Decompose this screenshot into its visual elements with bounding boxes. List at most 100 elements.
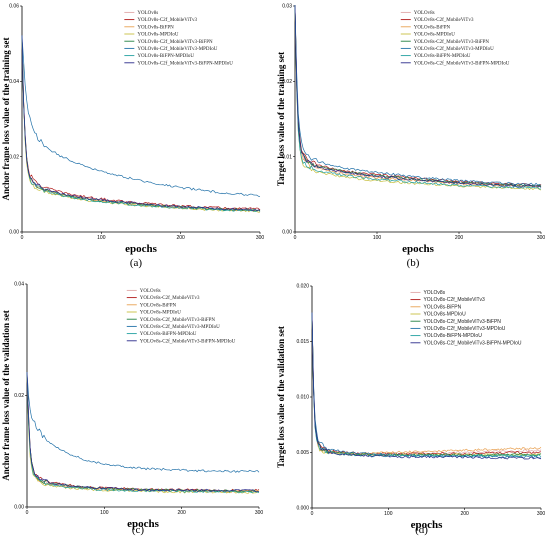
legend-entry: YOLOv8s-C2f_MobileViTv3-BiFPN — [137, 40, 213, 45]
series-lines — [26, 372, 260, 494]
legend-entry: YOLOv8s-C2f_MobileViTv3-BiFPN-MPDIoU — [423, 340, 521, 346]
x-tick-label: 100 — [97, 235, 106, 241]
legend-entry: YOLOv8s — [414, 11, 435, 16]
y-axis-label: Target loss value of the training set — [276, 52, 286, 186]
series-line-6 — [26, 372, 260, 473]
chart-panel-d: 0.000 0.005 0.010 0.015 0.020 0 100 200 300 epoch… — [275, 274, 550, 548]
series-lines — [21, 35, 261, 213]
legend-entry: YOLOv8s-MPDIoU — [414, 33, 456, 38]
legend-entry: YOLOv8s-C2f_MobileViTv3 — [423, 297, 485, 303]
chart-svg: 0.00 0.01 0.02 0.03 0 100 200 300 epochs Target l… — [276, 4, 545, 269]
legend-entry: YOLOv8s-C2f_MobileViTv3-MPDIoU — [140, 325, 220, 330]
y-tick-label: 0.04 — [14, 282, 24, 288]
y-axis-label: Target loss value of the validation set — [276, 326, 286, 468]
axes: 0.00 0.02 0.04 0.06 0 100 200 300 — [9, 4, 264, 241]
x-axis-label: epochs — [402, 243, 435, 255]
chart-svg: 0.00 0.02 0.04 0.06 0 100 200 300 epochs Anchor f… — [1, 4, 264, 269]
y-tick-label: 0.06 — [9, 4, 19, 10]
legend-entry: YOLOv8s — [137, 11, 158, 16]
y-tick-label: 0.01 — [282, 154, 292, 160]
x-tick-label: 200 — [177, 510, 186, 516]
series-line-8 — [294, 5, 542, 188]
x-tick-label: 0 — [21, 235, 24, 241]
y-tick-label: 0.02 — [282, 79, 292, 85]
x-tick-label: 0 — [311, 511, 314, 517]
legend-entry: YOLOv8s-BiFPN-MPDIoU — [140, 332, 197, 337]
series-line-3 — [26, 372, 260, 493]
y-tick-label: 0.000 — [296, 506, 309, 512]
y-tick-label: 0.04 — [9, 79, 19, 85]
legend-entry: YOLOv8s-MPDIoU — [423, 312, 466, 318]
legend-entry: YOLOv8s-BiFPN-MPDIoU — [414, 54, 471, 59]
legend-entry: YOLOv8s-MPDIoU — [137, 33, 179, 38]
x-axis-label: epochs — [125, 243, 158, 255]
legend-entry: YOLOv8s-BiFPN — [414, 25, 451, 30]
panel-label: (b) — [407, 257, 420, 269]
series-line-1 — [26, 372, 260, 493]
x-tick-label: 100 — [373, 235, 382, 241]
y-tick-label: 0.02 — [14, 393, 24, 399]
legend-entry: YOLOv8s-C2f_MobileViTv3-BiFPN — [423, 319, 501, 325]
legend-entry: YOLOv8s-C2f_MobileViTv3 — [140, 296, 200, 301]
series-line-4 — [21, 35, 261, 213]
chart-panel-a: 0.00 0.02 0.04 0.06 0 100 200 300 epochs Anchor f… — [0, 0, 275, 274]
x-tick-label: 300 — [537, 511, 546, 517]
x-tick-label: 0 — [294, 235, 297, 241]
legend-entry: YOLOv8s-BiFPN-MPDIoU — [137, 54, 194, 59]
series-line-2 — [26, 372, 260, 492]
axes: 0.00 0.01 0.02 0.03 0 100 200 300 — [282, 4, 545, 241]
axes: 0.00 0.02 0.04 0 100 200 300 — [14, 282, 263, 516]
y-tick-label: 0.03 — [282, 4, 292, 10]
panel-label: (c) — [132, 524, 145, 536]
x-tick-label: 200 — [455, 235, 464, 241]
chart-panel-b: 0.00 0.01 0.02 0.03 0 100 200 300 epochs Target l… — [275, 0, 550, 274]
legend: YOLOv8s YOLOv8s-C2f_MobileViTv3 YOLOv8s-Bi… — [124, 11, 233, 66]
y-tick-label: 0.015 — [296, 339, 309, 345]
x-axis-label: epochs — [127, 518, 160, 530]
x-tick-label: 100 — [100, 510, 109, 516]
series-line-4 — [26, 372, 260, 494]
y-tick-label: 0.00 — [9, 230, 19, 236]
legend-entry: YOLOv8s-C2f_MobileViTv3-BiFPN-MPDIoU — [140, 339, 236, 344]
legend-entry: YOLOv8s-C2f_MobileViTv3-MPDIoU — [137, 47, 217, 52]
series-line-5 — [26, 372, 260, 493]
y-axis-label: Anchor frame loss value of the validatio… — [1, 310, 11, 481]
x-tick-label: 100 — [384, 511, 393, 517]
x-tick-label: 0 — [26, 510, 29, 516]
series-line-3 — [311, 312, 542, 455]
axes: 0.000 0.005 0.010 0.015 0.020 0 100 200 300 — [296, 284, 545, 517]
series-line-6 — [311, 312, 542, 459]
series-line-8 — [26, 372, 260, 493]
y-axis-label: Anchor frame loss value of the training … — [1, 37, 11, 200]
legend-entry: YOLOv8s-C2f_MobileViTv3-BiFPN-MPDIoU — [137, 61, 233, 66]
y-tick-label: 0.00 — [14, 505, 24, 511]
series-line-7 — [311, 312, 542, 458]
series-line-7 — [26, 372, 260, 494]
series-line-5 — [294, 5, 542, 188]
series-line-8 — [311, 312, 542, 460]
legend-entry: YOLOv8s-BiFPN — [137, 25, 174, 30]
legend-entry: YOLOv8s-C2f_MobileViTv3-BiFPN — [140, 318, 216, 323]
x-tick-label: 300 — [256, 235, 265, 241]
legend-entry: YOLOv8s-C2f_MobileViTv3 — [414, 18, 474, 23]
legend-entry: YOLOv8s-MPDIoU — [140, 311, 182, 316]
legend-entry: YOLOv8s-C2f_MobileViTv3-BiFPN — [414, 40, 490, 45]
y-tick-label: 0.00 — [282, 230, 292, 236]
y-tick-label: 0.010 — [296, 395, 309, 401]
chart-svg: 0.00 0.02 0.04 0 100 200 300 epochs Anchor frame… — [1, 282, 263, 536]
series-line-6 — [294, 5, 542, 186]
series-line-8 — [21, 35, 261, 212]
legend: YOLOv8sYOLOv8s-C2f_MobileViTv3YOLOv8s-Bi… — [410, 290, 522, 346]
chart-panel-c: 0.00 0.02 0.04 0 100 200 300 epochs Anchor frame… — [0, 274, 275, 548]
legend: YOLOv8sYOLOv8s-C2f_MobileViTv3YOLOv8s-Bi… — [126, 289, 236, 344]
x-tick-label: 200 — [460, 511, 469, 517]
legend-entry: YOLOv8s-C2f_MobileViTv3 — [137, 18, 197, 23]
series-line-7 — [294, 5, 542, 190]
y-tick-label: 0.005 — [296, 450, 309, 456]
legend-entry: YOLOv8s-C2f_MobileViTv3-MPDIoU — [414, 47, 494, 52]
legend-entry: YOLOv8s-BiFPN-MPDIoU — [423, 333, 482, 339]
panel-label: (d) — [415, 524, 428, 536]
y-tick-label: 0.02 — [9, 154, 19, 160]
x-tick-label: 200 — [176, 235, 185, 241]
